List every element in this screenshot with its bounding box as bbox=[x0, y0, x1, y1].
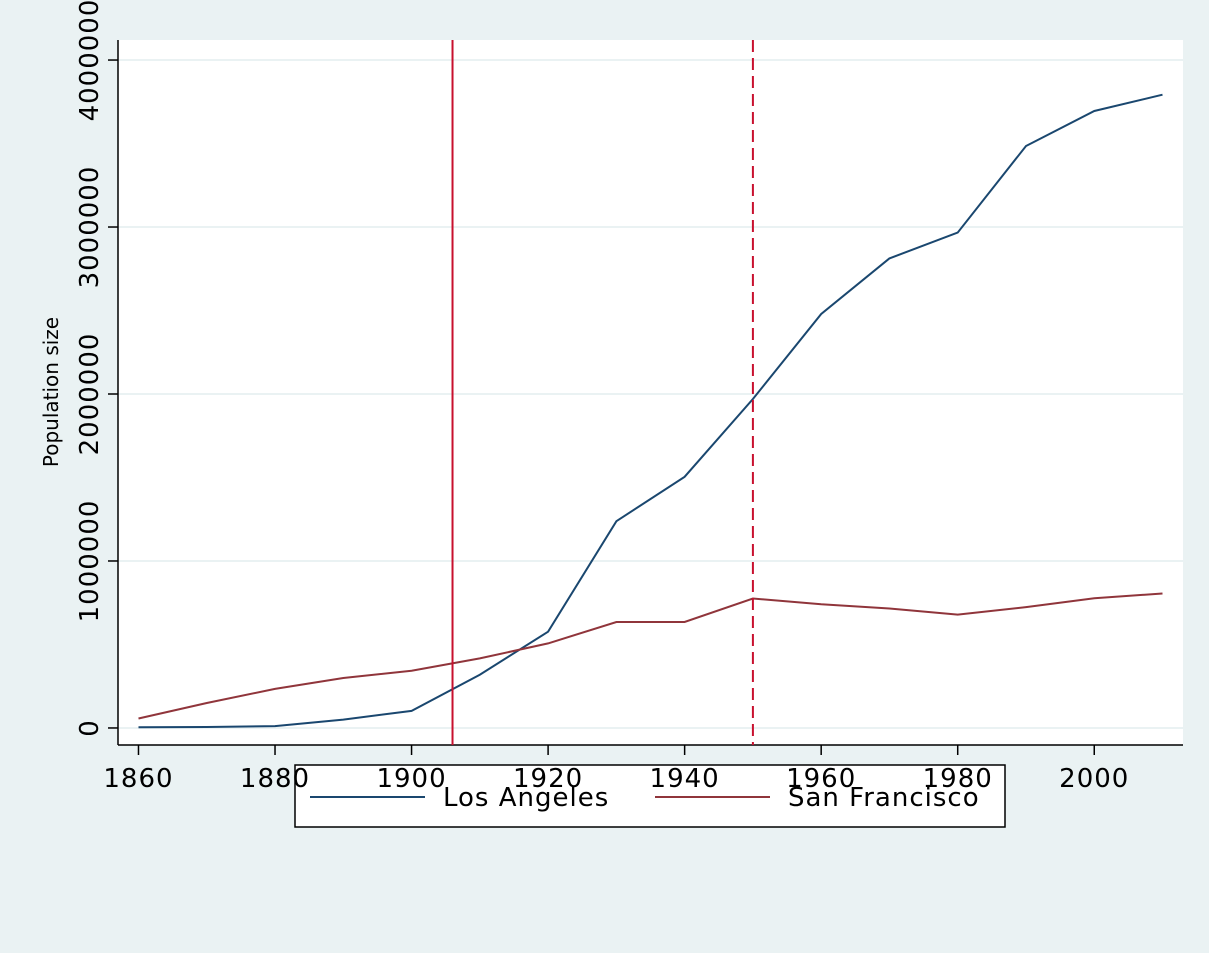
y-tick-label: 0 bbox=[75, 719, 105, 737]
plot-area bbox=[118, 40, 1183, 745]
x-tick-label: 1860 bbox=[103, 764, 173, 794]
series-line bbox=[138, 93, 1163, 729]
y-tick-label: 2000000 bbox=[75, 333, 105, 456]
legend-label: Los Angeles bbox=[443, 783, 609, 813]
y-tick-label: 3000000 bbox=[75, 166, 105, 289]
x-tick-label: 1960 bbox=[786, 764, 856, 794]
x-tick-label: 2000 bbox=[1059, 764, 1129, 794]
x-tick-label: 1900 bbox=[376, 764, 446, 794]
legend-label: San Francisco bbox=[788, 783, 980, 813]
x-tick-label: 1880 bbox=[240, 764, 310, 794]
y-tick-label: 1000000 bbox=[75, 500, 105, 623]
x-tick-label: 1920 bbox=[513, 764, 583, 794]
series-line bbox=[138, 592, 1163, 720]
y-tick-label: 4000000 bbox=[75, 0, 105, 121]
x-tick-label: 1940 bbox=[650, 764, 720, 794]
y-axis-label: Population size bbox=[39, 317, 63, 467]
x-tick-label: 1980 bbox=[923, 764, 993, 794]
